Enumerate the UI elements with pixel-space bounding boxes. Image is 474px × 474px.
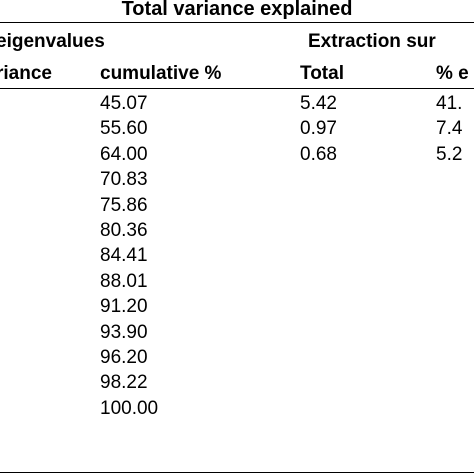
table-cell-extraction-percent: 41. [436, 93, 463, 114]
table-cell-cumulative: 88.01 [100, 270, 148, 292]
column-header-variance: riance [0, 63, 52, 84]
column-header-percent: % e [436, 63, 469, 84]
table-cell-cumulative: 64.00 [100, 143, 148, 165]
table-cell-cumulative: 55.60 [100, 118, 148, 140]
cumulative-column: 45.07 55.60 64.00 70.83 75.86 80.36 84.4… [100, 92, 158, 422]
bottom-rule [0, 472, 474, 473]
table-title: Total variance explained [121, 0, 353, 20]
table-cell-cumulative: 80.36 [100, 219, 148, 241]
extraction-total-column: 5.42 0.97 0.68 [300, 92, 337, 168]
table-cell-cumulative: 91.20 [100, 296, 148, 318]
extraction-percent-column: 41. 7.4 5.2 [436, 92, 462, 168]
table-cell-cumulative: 100.00 [100, 397, 159, 419]
group-header-initial-eigenvalues: eigenvalues [0, 31, 105, 52]
table-cell-cumulative: 93.90 [100, 321, 148, 343]
table-cell-extraction-total: 0.97 [300, 118, 337, 140]
table-cell-cumulative: 84.41 [100, 245, 148, 267]
table-cell-cumulative: 45.07 [100, 93, 148, 114]
column-header-total: Total [300, 63, 344, 84]
table-cell-extraction-total: 5.42 [300, 93, 337, 114]
column-header-cumulative: cumulative % [100, 63, 222, 84]
header-rule [0, 88, 474, 89]
table-cell-cumulative: 75.86 [100, 194, 148, 216]
top-rule [0, 22, 474, 23]
table-cell-extraction-percent: 7.4 [436, 118, 463, 140]
group-header-extraction: Extraction sur [308, 31, 436, 52]
table-cell-extraction-percent: 5.2 [436, 143, 463, 165]
table-cell-cumulative: 96.20 [100, 346, 148, 368]
table-cell-extraction-total: 0.68 [300, 143, 337, 165]
table-cell-cumulative: 70.83 [100, 169, 148, 191]
table-cell-cumulative: 98.22 [100, 372, 148, 394]
